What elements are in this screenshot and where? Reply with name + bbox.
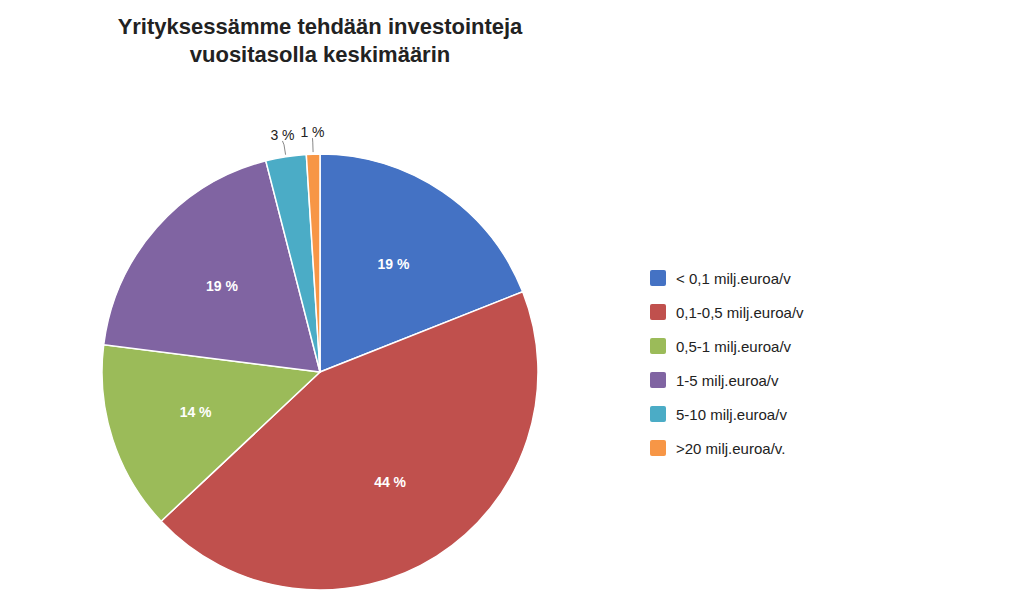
leader-line — [282, 141, 285, 155]
data-label: 19 % — [206, 278, 238, 294]
legend-label: 5-10 milj.euroa/v — [676, 406, 787, 423]
pie-slice — [266, 154, 320, 372]
legend-label: 0,5-1 milj.euroa/v — [676, 338, 792, 355]
legend-swatch — [650, 338, 666, 354]
pie-slice — [306, 154, 320, 372]
data-label: 19 % — [378, 256, 410, 272]
data-label: 14 % — [180, 404, 212, 420]
background — [0, 0, 1023, 613]
data-label: 3 % — [270, 127, 294, 143]
legend-label: 0,1-0,5 milj.euroa/v — [676, 304, 804, 321]
data-labels: 19 % 44 % 14 % 19 % 3 % 1 % — [180, 124, 410, 490]
leader-line — [312, 138, 314, 152]
legend-swatch — [650, 406, 666, 422]
data-label: 44 % — [374, 474, 406, 490]
legend: < 0,1 milj.euroa/v 0,1-0,5 milj.euroa/v 0,… — [650, 270, 804, 457]
chart-container: Yrityksessämme tehdään investointejavuos… — [0, 0, 1023, 613]
chart-svg: Yrityksessämme tehdään investointejavuos… — [0, 0, 1023, 613]
legend-label: >20 milj.euroa/v. — [676, 440, 785, 457]
data-label: 1 % — [300, 124, 324, 140]
slices — [102, 154, 538, 590]
legend-swatch — [650, 304, 666, 320]
chart-title: Yrityksessämme tehdään investointejavuos… — [118, 14, 523, 67]
legend-swatch — [650, 440, 666, 456]
legend-swatch — [650, 372, 666, 388]
pie-slice — [102, 345, 320, 522]
legend-swatch — [650, 270, 666, 286]
legend-label: < 0,1 milj.euroa/v — [676, 270, 791, 287]
legend-label: 1-5 milj.euroa/v — [676, 372, 779, 389]
